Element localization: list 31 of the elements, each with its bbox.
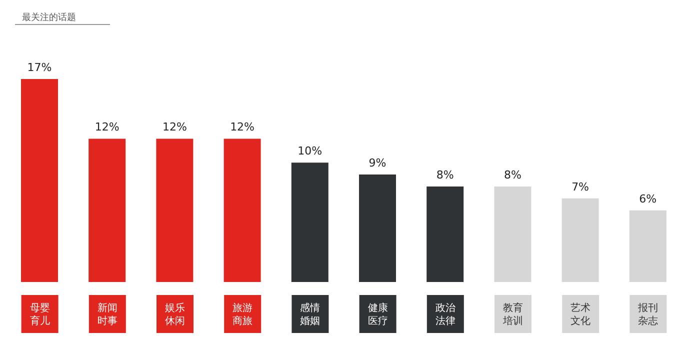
x-tick-label: 旅游商旅 <box>232 302 253 327</box>
x-tick-label: 母婴育儿 <box>30 302 50 327</box>
chart-title: 最关注的话题 <box>22 12 76 24</box>
data-label: 12% <box>162 120 187 134</box>
data-label: 10% <box>298 144 322 158</box>
bar <box>88 138 126 282</box>
bar <box>156 138 194 282</box>
bar <box>291 162 328 282</box>
x-tick-label: 政治法律 <box>435 302 456 327</box>
x-tick-label: 新闻时事 <box>97 302 118 327</box>
data-label: 7% <box>572 180 590 194</box>
x-tick-label: 感情婚姻 <box>300 302 320 327</box>
data-label: 6% <box>639 192 657 206</box>
data-label: 12% <box>94 120 120 134</box>
x-tick-label: 艺术文化 <box>570 302 591 327</box>
x-tick-label: 娱乐休闲 <box>165 302 185 327</box>
data-label: 12% <box>230 120 255 134</box>
bar <box>359 174 396 282</box>
bar <box>494 186 532 282</box>
x-tick-label: 教育培训 <box>502 302 523 327</box>
bar <box>224 138 261 282</box>
bar <box>562 198 599 282</box>
bar <box>629 210 666 282</box>
bar <box>21 79 58 282</box>
data-label: 17% <box>27 61 52 74</box>
data-label: 8% <box>436 168 454 182</box>
x-tick-label: 健康医疗 <box>368 302 388 327</box>
x-tick-label: 报刊杂志 <box>637 302 658 327</box>
bar <box>426 186 464 282</box>
data-label: 8% <box>504 168 522 182</box>
data-label: 9% <box>368 156 386 170</box>
